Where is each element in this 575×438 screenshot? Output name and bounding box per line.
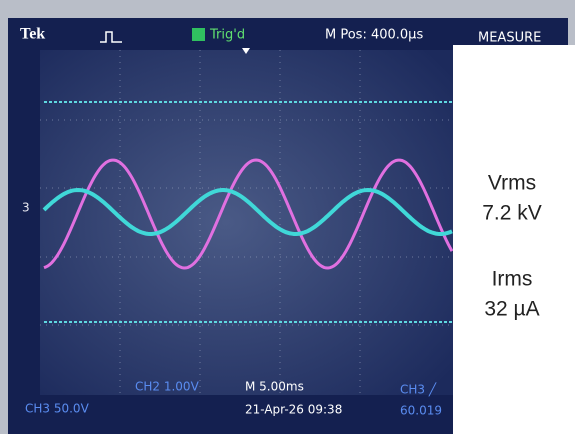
graticule-area [40,50,453,395]
trigger-icon [100,31,122,43]
ch2-scale: CH2 1.00V [135,380,200,394]
datetime: 21-Apr-26 09:38 [245,403,342,417]
trigger-source: CH3 ╱ [400,382,437,397]
measurement-label: Irms [492,268,533,291]
timebase: M 5.00ms [245,380,304,394]
trigger-badge [192,28,205,41]
current-waveform [42,187,453,236]
frequency: 60.019 [400,404,442,418]
measurement-label: Vrms [488,172,536,195]
measurement-value: 7.2 kV [482,202,542,225]
ch3-scale: CH3 50.0V [25,402,90,416]
measurement-panel [453,45,575,434]
channel-marker: 3 [22,201,30,215]
trigger-status: Trig'd [209,28,245,43]
measurement-value: 32 µA [484,298,539,321]
menu: MEASURE [478,31,541,46]
voltage-waveform [43,158,454,270]
position: M Pos: 400.0µs [325,28,423,43]
trigger-arrow [242,48,250,54]
brand: Tek [20,26,45,43]
